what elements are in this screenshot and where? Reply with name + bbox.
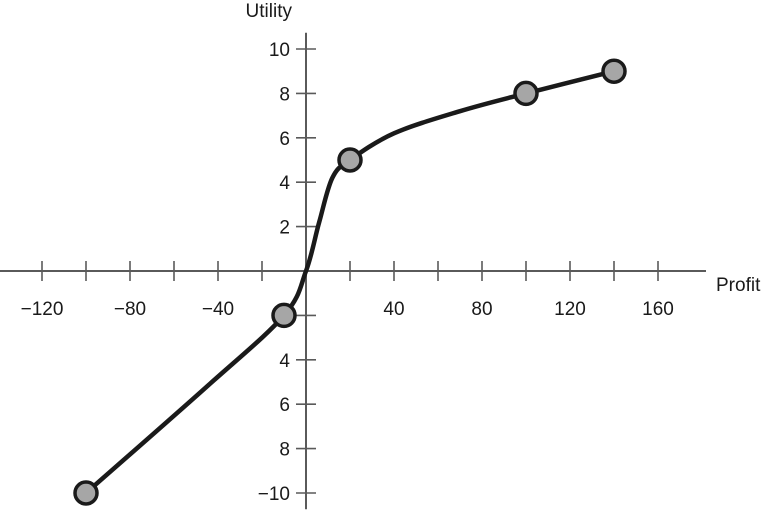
y-tick-label: 6 [279,129,290,150]
y-tick-label: 8 [279,440,290,461]
x-tick-label: 40 [383,299,404,320]
y-tick-label: −10 [258,484,290,505]
y-tick-label: 8 [279,84,290,105]
x-tick-label: −120 [21,299,64,320]
x-tick-label: −40 [202,299,234,320]
x-tick-label: 160 [642,299,674,320]
axis-ticks [41,48,659,494]
data-point [337,147,363,173]
y-tick-label: 4 [279,173,290,194]
utility-curve [83,68,617,496]
y-tick-label: 4 [279,351,290,372]
data-point [73,480,99,506]
data-points [73,58,627,506]
y-tick-label: 2 [279,218,290,239]
data-point [513,80,539,107]
axes [0,32,706,510]
y-axis-label: Utility [246,1,293,22]
data-point [601,58,627,84]
x-tick-label: 80 [471,299,492,320]
x-axis-label: Profit [716,275,761,296]
x-tick-label: 120 [554,299,586,320]
y-tick-label: 6 [279,395,290,416]
x-tick-label: −80 [114,299,146,320]
y-tick-label: 10 [269,40,290,61]
tick-labels: −120 −80 −40 40 80 120 160 10 8 6 4 2 4 6 8 −10 [21,40,674,505]
data-point [271,302,297,329]
